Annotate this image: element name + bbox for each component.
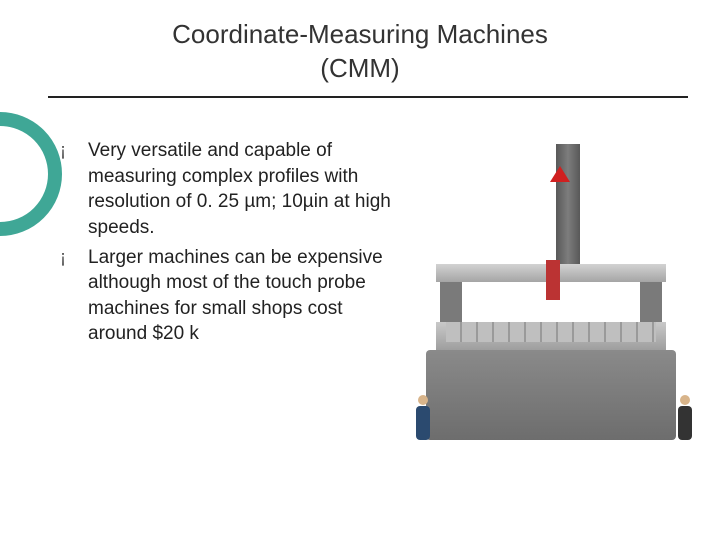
- cmm-figure: [406, 130, 696, 450]
- machine-panel: [446, 322, 656, 342]
- brand-badge-icon: [550, 166, 570, 182]
- list-item: ¡ Very versatile and capable of measurin…: [60, 138, 400, 241]
- machine-column: [556, 144, 580, 264]
- probe-head: [546, 260, 560, 300]
- slide-title: Coordinate-Measuring Machines (CMM): [0, 18, 720, 86]
- person-icon: [414, 395, 432, 440]
- slide-title-area: Coordinate-Measuring Machines (CMM): [0, 0, 720, 98]
- bullet-marker: ¡: [60, 138, 88, 241]
- title-line-2: (CMM): [320, 53, 399, 83]
- person-icon: [676, 395, 694, 440]
- machine-rail: [440, 282, 462, 322]
- title-line-1: Coordinate-Measuring Machines: [172, 19, 548, 49]
- bullet-list: ¡ Very versatile and capable of measurin…: [60, 138, 400, 351]
- list-item: ¡ Larger machines can be expensive altho…: [60, 245, 400, 348]
- machine-rail: [640, 282, 662, 322]
- title-underline: [48, 96, 688, 98]
- machine-base: [426, 350, 676, 440]
- bullet-text: Larger machines can be expensive althoug…: [88, 245, 400, 348]
- bullet-text: Very versatile and capable of measuring …: [88, 138, 400, 241]
- bullet-marker: ¡: [60, 245, 88, 348]
- decorative-ring: [0, 112, 62, 236]
